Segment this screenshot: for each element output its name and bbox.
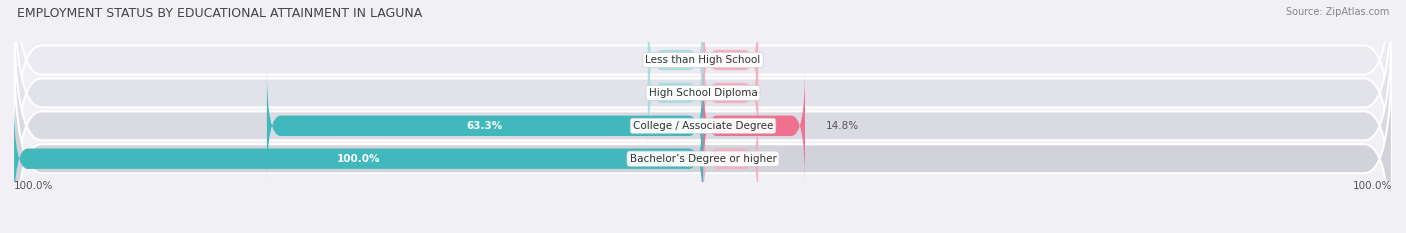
Text: 100.0%: 100.0% [1353, 181, 1392, 191]
FancyBboxPatch shape [14, 0, 1392, 210]
Text: 100.0%: 100.0% [14, 181, 53, 191]
FancyBboxPatch shape [267, 70, 703, 182]
Text: 0.0%: 0.0% [717, 55, 742, 65]
Text: 63.3%: 63.3% [467, 121, 503, 131]
Text: Bachelor’s Degree or higher: Bachelor’s Degree or higher [630, 154, 776, 164]
FancyBboxPatch shape [703, 70, 806, 182]
FancyBboxPatch shape [703, 37, 758, 148]
Text: 14.8%: 14.8% [825, 121, 859, 131]
Text: 0.0%: 0.0% [664, 88, 689, 98]
Text: Source: ZipAtlas.com: Source: ZipAtlas.com [1285, 7, 1389, 17]
FancyBboxPatch shape [14, 103, 703, 214]
FancyBboxPatch shape [14, 42, 1392, 233]
Text: Less than High School: Less than High School [645, 55, 761, 65]
Text: 0.0%: 0.0% [664, 55, 689, 65]
Text: High School Diploma: High School Diploma [648, 88, 758, 98]
FancyBboxPatch shape [703, 103, 758, 214]
Text: 100.0%: 100.0% [337, 154, 380, 164]
FancyBboxPatch shape [14, 0, 1392, 177]
Text: 0.0%: 0.0% [717, 154, 742, 164]
Text: EMPLOYMENT STATUS BY EDUCATIONAL ATTAINMENT IN LAGUNA: EMPLOYMENT STATUS BY EDUCATIONAL ATTAINM… [17, 7, 422, 20]
FancyBboxPatch shape [648, 37, 703, 148]
Text: College / Associate Degree: College / Associate Degree [633, 121, 773, 131]
FancyBboxPatch shape [14, 9, 1392, 233]
Text: 0.0%: 0.0% [717, 88, 742, 98]
FancyBboxPatch shape [648, 4, 703, 116]
FancyBboxPatch shape [703, 4, 758, 116]
